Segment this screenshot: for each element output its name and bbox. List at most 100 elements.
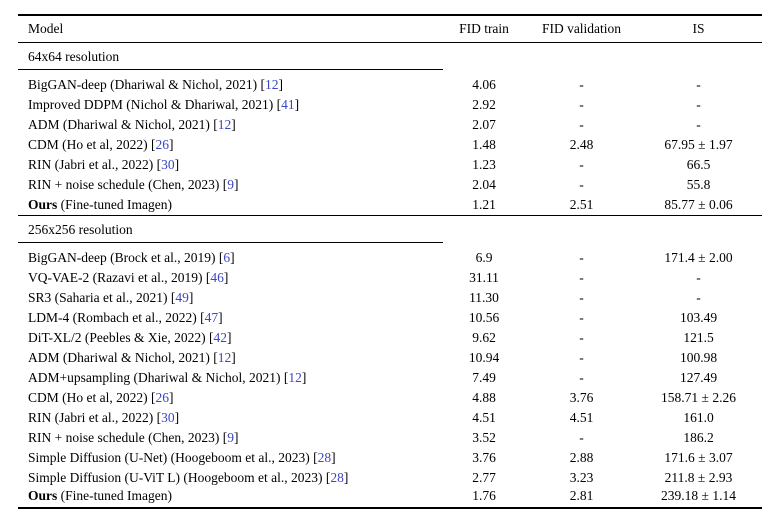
column-header-is: IS xyxy=(635,15,762,43)
is-cell: 161.0 xyxy=(683,409,714,425)
fid-train-cell: 4.88 xyxy=(472,389,496,405)
fid-train-cell: 1.21 xyxy=(472,196,496,212)
fid-validation-cell: - xyxy=(579,429,584,445)
citation-link[interactable]: [9] xyxy=(222,177,239,192)
citation-number[interactable]: 6 xyxy=(223,249,231,265)
model-cell: BigGAN-deep (Brock et al., 2019) [6] xyxy=(28,249,235,265)
is-cell: 158.71 ± 2.26 xyxy=(661,389,736,405)
model-cell: LDM-4 (Rombach et al., 2022) [47] xyxy=(28,309,223,325)
table-section: 64x64 resolution BigGAN-deep (Dhariwal & … xyxy=(18,43,762,216)
citation-link[interactable]: [41] xyxy=(276,97,300,112)
table-row: Improved DDPM (Nichol & Dhariwal, 2021) … xyxy=(18,95,762,115)
citation-number[interactable]: 12 xyxy=(264,77,279,92)
fid-validation-cell: - xyxy=(579,77,584,92)
citation-link[interactable]: [47] xyxy=(200,309,223,325)
is-cell: 67.95 ± 1.97 xyxy=(664,137,733,152)
citation-link[interactable]: [12] xyxy=(260,77,283,92)
model-cell: CDM (Ho et al, 2022) [26] xyxy=(28,389,174,405)
fid-train-cell: 2.07 xyxy=(472,117,496,132)
citation-link[interactable]: [9] xyxy=(222,429,239,445)
citation-link[interactable]: [12] xyxy=(213,349,236,365)
fid-validation-cell: - xyxy=(579,349,584,365)
model-cell: SR3 (Saharia et al., 2021) [49] xyxy=(28,289,194,305)
is-cell: - xyxy=(696,77,701,92)
citation-number[interactable]: 49 xyxy=(175,289,189,305)
fid-train-cell: 9.62 xyxy=(472,329,496,345)
column-header-fid-train: FID train xyxy=(440,15,528,43)
is-cell: - xyxy=(696,289,701,305)
is-cell: - xyxy=(696,97,701,112)
citation-link[interactable]: [30] xyxy=(156,409,180,425)
fid-train-cell: 2.04 xyxy=(472,177,496,192)
citation-number[interactable]: 28 xyxy=(330,469,344,485)
header-row: Model FID train FID validation IS xyxy=(18,15,762,43)
fid-train-cell: 2.77 xyxy=(472,469,496,485)
fid-validation-cell: - xyxy=(579,329,584,345)
fid-train-cell: 1.76 xyxy=(472,487,496,503)
citation-number[interactable]: 42 xyxy=(213,329,227,345)
fid-train-cell: 3.76 xyxy=(472,449,496,465)
table-section: 256x256 resolution BigGAN-deep (Brock et … xyxy=(18,214,762,508)
citation-number[interactable]: 30 xyxy=(161,157,175,172)
table-row: BigGAN-deep (Dhariwal & Nichol, 2021) [1… xyxy=(18,75,762,95)
table-row: DiT-XL/2 (Peebles & Xie, 2022) [42] 9.62 -… xyxy=(18,328,762,348)
citation-link[interactable]: [49] xyxy=(170,289,194,305)
is-cell: - xyxy=(696,269,701,285)
citation-number[interactable]: 46 xyxy=(210,269,224,285)
section-header-row: 256x256 resolution xyxy=(18,214,762,248)
citation-number[interactable]: 26 xyxy=(155,389,169,405)
citation-link[interactable]: [26] xyxy=(150,137,174,152)
fid-train-cell: 4.06 xyxy=(472,77,496,92)
section-divider-rule xyxy=(18,69,443,70)
is-cell: 121.5 xyxy=(683,329,714,345)
model-name-bold: Ours xyxy=(28,196,58,212)
fid-train-cell: 10.94 xyxy=(468,349,500,365)
is-cell: 66.5 xyxy=(686,157,711,172)
model-cell: RIN + noise schedule (Chen, 2023) [9] xyxy=(28,177,239,192)
model-cell: VQ-VAE-2 (Razavi et al., 2019) [46] xyxy=(28,269,229,285)
table-row: ADM (Dhariwal & Nichol, 2021) [12] 10.94 -… xyxy=(18,348,762,368)
table-row: Simple Diffusion (U-Net) (Hoogeboom et a… xyxy=(18,448,762,468)
fid-validation-cell: - xyxy=(579,249,584,265)
fid-validation-cell: 2.81 xyxy=(569,487,594,503)
is-cell: 85.77 ± 0.06 xyxy=(664,196,733,212)
fid-validation-cell: - xyxy=(579,269,584,285)
model-cell: ADM (Dhariwal & Nichol, 2021) [12] xyxy=(28,117,236,132)
citation-number[interactable]: 12 xyxy=(288,369,302,385)
citation-number[interactable]: 47 xyxy=(204,309,219,325)
fid-train-cell: 1.23 xyxy=(472,157,496,172)
citation-link[interactable]: [30] xyxy=(156,157,180,172)
section-header-row: 64x64 resolution xyxy=(18,43,762,76)
model-cell: CDM (Ho et al, 2022) [26] xyxy=(28,137,174,152)
table-row: Ours (Fine-tuned Imagen) 1.76 2.81 239.18 ±… xyxy=(18,488,762,508)
model-cell: DiT-XL/2 (Peebles & Xie, 2022) [42] xyxy=(28,329,232,345)
is-cell: 239.18 ± 1.14 xyxy=(661,487,736,503)
is-cell: - xyxy=(696,117,701,132)
citation-number[interactable]: 12 xyxy=(217,349,232,365)
model-cell: RIN (Jabri et al., 2022) [30] xyxy=(28,409,180,425)
table-row: RIN (Jabri et al., 2022) [30] 4.51 4.51 161… xyxy=(18,408,762,428)
is-cell: 171.4 ± 2.00 xyxy=(664,249,733,265)
citation-number[interactable]: 28 xyxy=(317,449,332,465)
citation-link[interactable]: [28] xyxy=(313,449,336,465)
fid-validation-cell: 2.48 xyxy=(569,137,594,152)
citation-link[interactable]: [42] xyxy=(208,329,232,345)
citation-number[interactable]: 9 xyxy=(227,177,234,192)
citation-link[interactable]: [12] xyxy=(213,117,236,132)
fid-train-cell: 3.52 xyxy=(472,429,496,445)
table-row: Ours (Fine-tuned Imagen) 1.21 2.51 85.77 ± … xyxy=(18,195,762,215)
citation-link[interactable]: [12] xyxy=(283,369,307,385)
citation-number[interactable]: 12 xyxy=(217,117,232,132)
citation-link[interactable]: [26] xyxy=(150,389,174,405)
citation-number[interactable]: 41 xyxy=(281,97,295,112)
fid-train-cell: 11.30 xyxy=(469,289,499,305)
citation-link[interactable]: [6] xyxy=(218,249,235,265)
fid-validation-cell: - xyxy=(579,309,584,325)
citation-number[interactable]: 9 xyxy=(227,429,234,445)
fid-validation-cell: 2.88 xyxy=(569,449,594,465)
citation-link[interactable]: [28] xyxy=(325,469,349,485)
citation-number[interactable]: 26 xyxy=(155,137,169,152)
citation-number[interactable]: 30 xyxy=(161,409,175,425)
citation-link[interactable]: [46] xyxy=(205,269,229,285)
fid-validation-cell: - xyxy=(579,177,584,192)
